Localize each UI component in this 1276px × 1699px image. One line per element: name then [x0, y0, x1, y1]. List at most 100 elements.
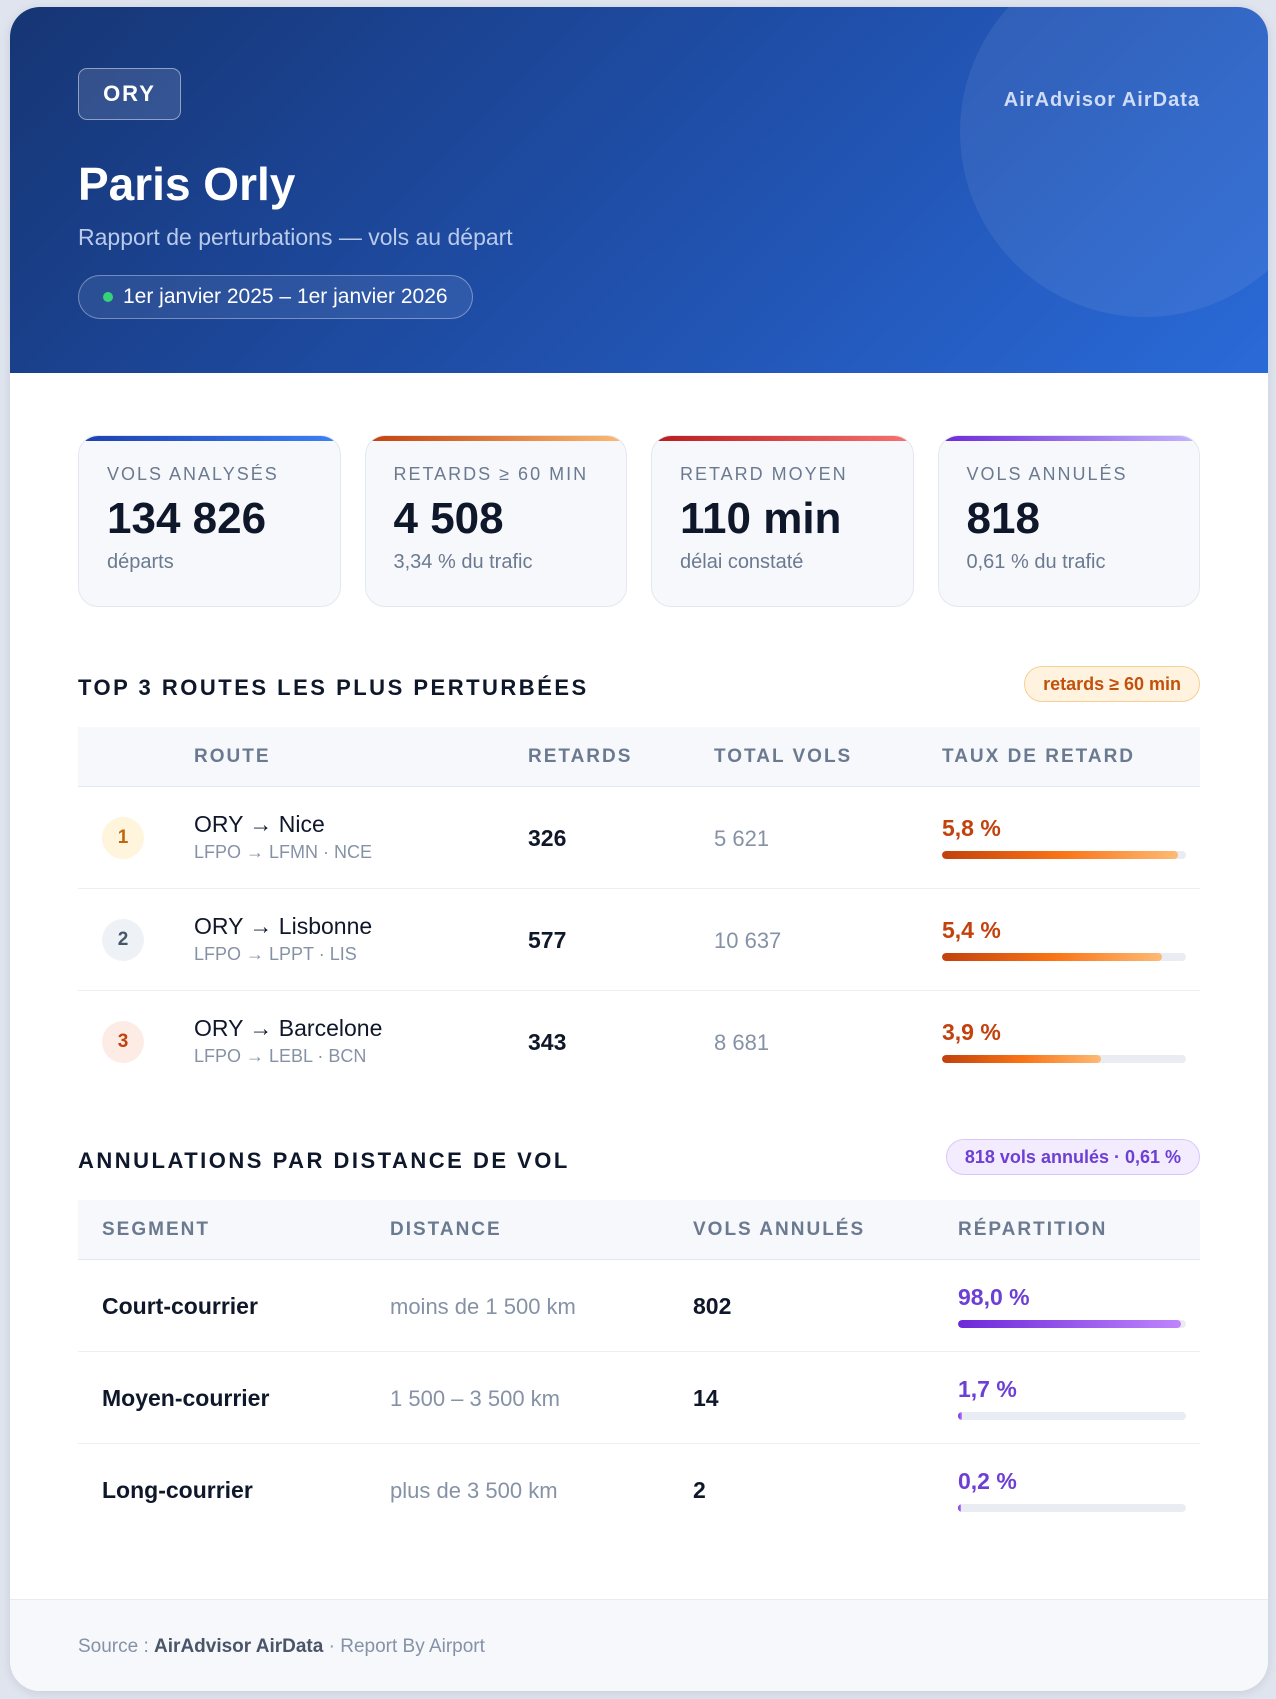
period-pill: 1er janvier 2025 – 1er janvier 2026: [78, 275, 473, 319]
kpi-card-delays: RETARDS ≥ 60 MIN 4 508 3,34 % du trafic: [364, 435, 627, 607]
total-flights-value: 8 681: [714, 1030, 770, 1055]
column-header-rate: TAUX DE RETARD: [942, 746, 1136, 767]
kpi-label: RETARD MOYEN: [680, 464, 848, 484]
footer-source: Source : AirAdvisor AirData · Report By …: [78, 1636, 485, 1658]
delays-value: 343: [528, 1029, 567, 1055]
column-header-route: ROUTE: [194, 746, 271, 767]
column-header-segment: SEGMENT: [102, 1219, 210, 1240]
status-dot-icon: [103, 292, 113, 302]
kpi-card-cancellations: VOLS ANNULÉS 818 0,61 % du trafic: [937, 435, 1200, 607]
route-cell: ORY → Nice LFPO → LFMN · NCE: [194, 811, 372, 863]
distance-value: plus de 3 500 km: [390, 1478, 558, 1503]
column-header-total: TOTAL VOLS: [714, 746, 853, 767]
distance-value: 1 500 – 3 500 km: [390, 1386, 561, 1411]
report-card: ORY AirAdvisor AirData Paris Orly Rappor…: [10, 7, 1268, 1691]
decorative-circle: [960, 7, 1268, 317]
table-row: 3 ORY → Barcelone LFPO → LEBL · BCN 343 …: [78, 991, 1200, 1093]
rate-bar-track: [942, 851, 1186, 859]
rate-value: 5,8 %: [942, 815, 1001, 841]
cancellations-section-title: ANNULATIONS PAR DISTANCE DE VOL: [78, 1148, 570, 1173]
total-flights-value: 5 621: [714, 826, 770, 851]
rate-bar-fill: [942, 1055, 1101, 1063]
kpi-card-average-delay: RETARD MOYEN 110 min délai constaté: [651, 435, 914, 607]
rate-bar-fill: [942, 851, 1178, 859]
kpi-value: 818: [966, 494, 1040, 543]
kpi-note: délai constaté: [680, 551, 804, 573]
cancelled-count: 802: [693, 1293, 732, 1319]
route-cell: ORY → Barcelone LFPO → LEBL · BCN: [194, 1015, 382, 1067]
page-subtitle: Rapport de perturbations — vols au dépar…: [78, 224, 513, 250]
kpi-value: 110 min: [680, 494, 842, 543]
kpi-accent-bar: [79, 436, 340, 441]
kpi-accent-bar: [652, 436, 913, 441]
rate-value: 5,4 %: [942, 917, 1001, 943]
share-bar-fill: [958, 1412, 962, 1420]
footer-source-link: AirAdvisor AirData: [154, 1636, 324, 1657]
table-row: Moyen-courrier 1 500 – 3 500 km 14 1,7 %: [78, 1352, 1200, 1444]
rank-badge: 3: [102, 1021, 144, 1063]
kpi-label: RETARDS ≥ 60 MIN: [393, 464, 589, 484]
total-flights-value: 10 637: [714, 928, 782, 953]
period-text: 1er janvier 2025 – 1er janvier 2026: [123, 285, 448, 308]
share-bar-fill: [958, 1504, 961, 1512]
cancellations-summary-tag: 818 vols annulés · 0,61 %: [945, 1139, 1200, 1175]
routes-table: ROUTE RETARDS TOTAL VOLS TAUX DE RETARD …: [78, 727, 1200, 1093]
brand-label: AirAdvisor AirData: [1003, 89, 1200, 111]
cancellations-table-header: SEGMENT DISTANCE VOLS ANNULÉS RÉPARTITIO…: [78, 1200, 1200, 1260]
table-row: 1 ORY → Nice LFPO → LFMN · NCE 326 5 621…: [78, 787, 1200, 889]
table-row: Long-courrier plus de 3 500 km 2 0,2 %: [78, 1444, 1200, 1536]
share-bar-track: [958, 1504, 1186, 1512]
share-bar-fill: [958, 1320, 1182, 1328]
airport-code-badge: ORY: [78, 68, 181, 120]
route-name: ORY → Nice: [194, 811, 325, 837]
kpi-label: VOLS ANNULÉS: [966, 464, 1128, 484]
rate-value: 3,9 %: [942, 1019, 1001, 1045]
rate-bar-track: [942, 953, 1186, 961]
share-bar-track: [958, 1412, 1186, 1420]
kpi-accent-bar: [938, 436, 1199, 441]
route-codes: LFPO → LEBL · BCN: [194, 1046, 367, 1066]
share-value: 98,0 %: [958, 1284, 1030, 1310]
route-name: ORY → Lisbonne: [194, 913, 373, 939]
route-name: ORY → Barcelone: [194, 1015, 383, 1041]
column-header-cancelled: VOLS ANNULÉS: [693, 1219, 866, 1240]
share-cell: 0,2 %: [958, 1468, 1186, 1512]
cancelled-count: 2: [693, 1477, 706, 1503]
routes-section-title: TOP 3 ROUTES LES PLUS PERTURBÉES: [78, 675, 589, 700]
footer-suffix: · Report By Airport: [323, 1636, 485, 1657]
kpi-card-flights: VOLS ANALYSÉS 134 826 départs: [78, 435, 341, 607]
kpi-row: VOLS ANALYSÉS 134 826 départs RETARDS ≥ …: [78, 435, 1200, 607]
share-cell: 1,7 %: [958, 1376, 1186, 1420]
page-title: Paris Orly: [78, 158, 296, 210]
route-codes: LFPO → LPPT · LIS: [194, 944, 357, 964]
share-bar-track: [958, 1320, 1186, 1328]
kpi-label: VOLS ANALYSÉS: [107, 464, 279, 484]
kpi-note: 0,61 % du trafic: [966, 551, 1106, 573]
rate-bar-fill: [942, 953, 1162, 961]
column-header-delays: RETARDS: [528, 746, 633, 767]
footer-prefix: Source :: [78, 1636, 155, 1657]
delays-value: 326: [528, 825, 567, 851]
hero-header: ORY AirAdvisor AirData Paris Orly Rappor…: [10, 7, 1268, 373]
segment-name: Long-courrier: [102, 1477, 253, 1503]
routes-table-header: ROUTE RETARDS TOTAL VOLS TAUX DE RETARD: [78, 727, 1200, 787]
rate-cell: 5,8 %: [942, 815, 1186, 859]
cancellations-table: SEGMENT DISTANCE VOLS ANNULÉS RÉPARTITIO…: [78, 1200, 1200, 1536]
routes-filter-tag: retards ≥ 60 min: [1024, 666, 1200, 702]
rate-bar-track: [942, 1055, 1186, 1063]
table-row: 2 ORY → Lisbonne LFPO → LPPT · LIS 577 1…: [78, 889, 1200, 991]
cancelled-count: 14: [693, 1385, 719, 1411]
footer: Source : AirAdvisor AirData · Report By …: [10, 1599, 1268, 1691]
kpi-value: 134 826: [107, 494, 267, 543]
rank-badge: 1: [102, 817, 144, 859]
share-cell: 98,0 %: [958, 1284, 1186, 1328]
rank-badge: 2: [102, 919, 144, 961]
rate-cell: 5,4 %: [942, 917, 1186, 961]
route-cell: ORY → Lisbonne LFPO → LPPT · LIS: [194, 913, 372, 965]
column-header-distance: DISTANCE: [390, 1219, 502, 1240]
route-codes: LFPO → LFMN · NCE: [194, 842, 373, 862]
share-value: 1,7 %: [958, 1376, 1017, 1402]
share-value: 0,2 %: [958, 1468, 1017, 1494]
distance-value: moins de 1 500 km: [390, 1294, 576, 1319]
kpi-note: 3,34 % du trafic: [393, 551, 533, 573]
